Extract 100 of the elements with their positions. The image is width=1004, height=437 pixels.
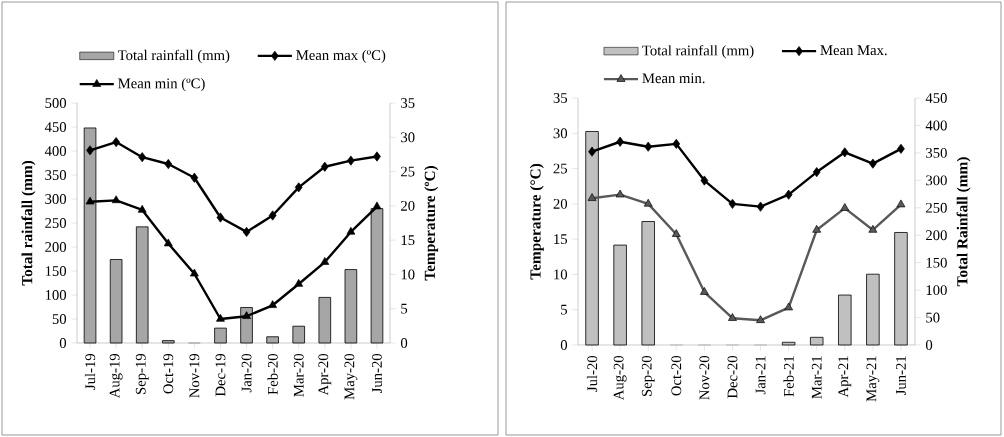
point <box>616 136 624 147</box>
y-tick-label: 150 <box>45 266 67 276</box>
point <box>756 201 765 212</box>
y2-tick-label: 15 <box>401 235 415 246</box>
point <box>112 137 120 148</box>
point <box>840 147 849 158</box>
point <box>347 155 355 166</box>
x-tick-label: Apr-20 <box>318 353 332 396</box>
point <box>812 224 822 233</box>
y2-axis-title: Total Rainfall (mm) <box>956 157 971 287</box>
x-tick-label: Apr-21 <box>838 356 852 398</box>
y2-tick-label: 200 <box>926 230 947 241</box>
point <box>372 201 382 210</box>
y2-tick-label: 0 <box>400 338 408 348</box>
x-tick-label: Aug-19 <box>109 354 123 399</box>
x-tick-label: Oct-19 <box>163 354 174 394</box>
x-tick-label: Jul-19 <box>84 354 96 390</box>
point <box>812 167 821 178</box>
y2-tick-label: 5 <box>401 303 408 314</box>
y-tick-label: 500 <box>45 98 67 108</box>
legend-label: Total rainfall (mm) <box>117 49 230 64</box>
point <box>643 198 653 207</box>
x-tick-label: Aug-20 <box>613 355 627 401</box>
legend-label: Mean min (ºC) <box>118 78 205 92</box>
point <box>587 193 597 201</box>
y2-tick-label: 300 <box>926 175 947 186</box>
point <box>86 145 94 156</box>
point <box>216 212 225 223</box>
x-tick-label: May-21 <box>866 356 880 402</box>
point <box>320 161 329 172</box>
point <box>897 143 905 154</box>
x-tick-label: Feb-21 <box>783 356 794 397</box>
x-tick-label: Mar-21 <box>811 356 822 399</box>
bar <box>781 341 796 346</box>
y2-tick-label: 25 <box>401 166 415 177</box>
legend-label: Mean max (ºC) <box>296 49 386 64</box>
point <box>190 268 199 277</box>
y2-tick-label: 350 <box>926 147 947 158</box>
y-tick-label: 250 <box>45 218 67 228</box>
point <box>672 138 681 149</box>
y-tick-label: 15 <box>554 234 568 245</box>
point <box>644 141 653 152</box>
point <box>137 204 147 213</box>
point <box>615 189 625 198</box>
x-tick-label: Dec-20 <box>727 355 738 399</box>
point <box>320 257 330 265</box>
point <box>190 172 199 183</box>
point <box>756 315 765 323</box>
point <box>869 158 877 169</box>
x-tick-label: Jan-20 <box>241 353 252 393</box>
x-tick-label: May-20 <box>344 353 358 400</box>
point <box>868 224 878 233</box>
point <box>728 313 737 321</box>
y2-tick-label: 100 <box>926 285 947 296</box>
point <box>294 182 303 193</box>
point <box>840 203 850 211</box>
point <box>588 146 596 157</box>
point <box>163 238 173 247</box>
legend-label: Mean Max. <box>820 45 887 56</box>
point <box>138 152 147 163</box>
bar <box>641 221 655 346</box>
point <box>294 279 304 287</box>
point <box>700 175 709 186</box>
x-tick-label: Jun-20 <box>372 353 382 394</box>
x-tick-label: Oct-20 <box>671 355 682 396</box>
legend-label: Mean min. <box>642 73 705 84</box>
point <box>111 195 121 204</box>
y-tick-label: 350 <box>45 170 67 180</box>
y2-tick-label: 150 <box>926 257 947 268</box>
point <box>346 226 356 235</box>
point <box>268 210 277 221</box>
y-tick-label: 0 <box>59 338 67 348</box>
point <box>85 196 95 205</box>
x-tick-label: Sep-19 <box>135 354 149 394</box>
y-tick-label: 5 <box>561 304 568 315</box>
point <box>784 189 793 200</box>
x-tick-label: Jun-21 <box>896 356 906 396</box>
bar <box>866 273 880 346</box>
y-tick-label: 10 <box>554 269 568 280</box>
point <box>700 287 709 295</box>
y-tick-label: 50 <box>52 314 67 324</box>
point <box>216 313 225 322</box>
y-tick-label: 200 <box>45 242 67 252</box>
y2-tick-label: 50 <box>926 312 940 323</box>
y-tick-label: 20 <box>553 198 568 209</box>
y-tick-label: 300 <box>45 194 67 204</box>
point <box>671 229 681 237</box>
y-tick-label: 100 <box>45 290 67 300</box>
point <box>728 198 737 209</box>
bar <box>838 294 852 346</box>
y-tick-label: 0 <box>560 340 568 350</box>
point <box>242 226 251 237</box>
y2-tick-label: 0 <box>925 340 933 350</box>
bar <box>894 232 908 346</box>
y-tick-label: 35 <box>553 93 568 103</box>
x-tick-label: Nov-20 <box>699 355 710 400</box>
y2-tick-label: 30 <box>401 132 415 143</box>
bar <box>613 244 627 346</box>
x-tick-label: Jul-20 <box>586 355 598 392</box>
x-tick-label: Nov-19 <box>189 354 200 398</box>
